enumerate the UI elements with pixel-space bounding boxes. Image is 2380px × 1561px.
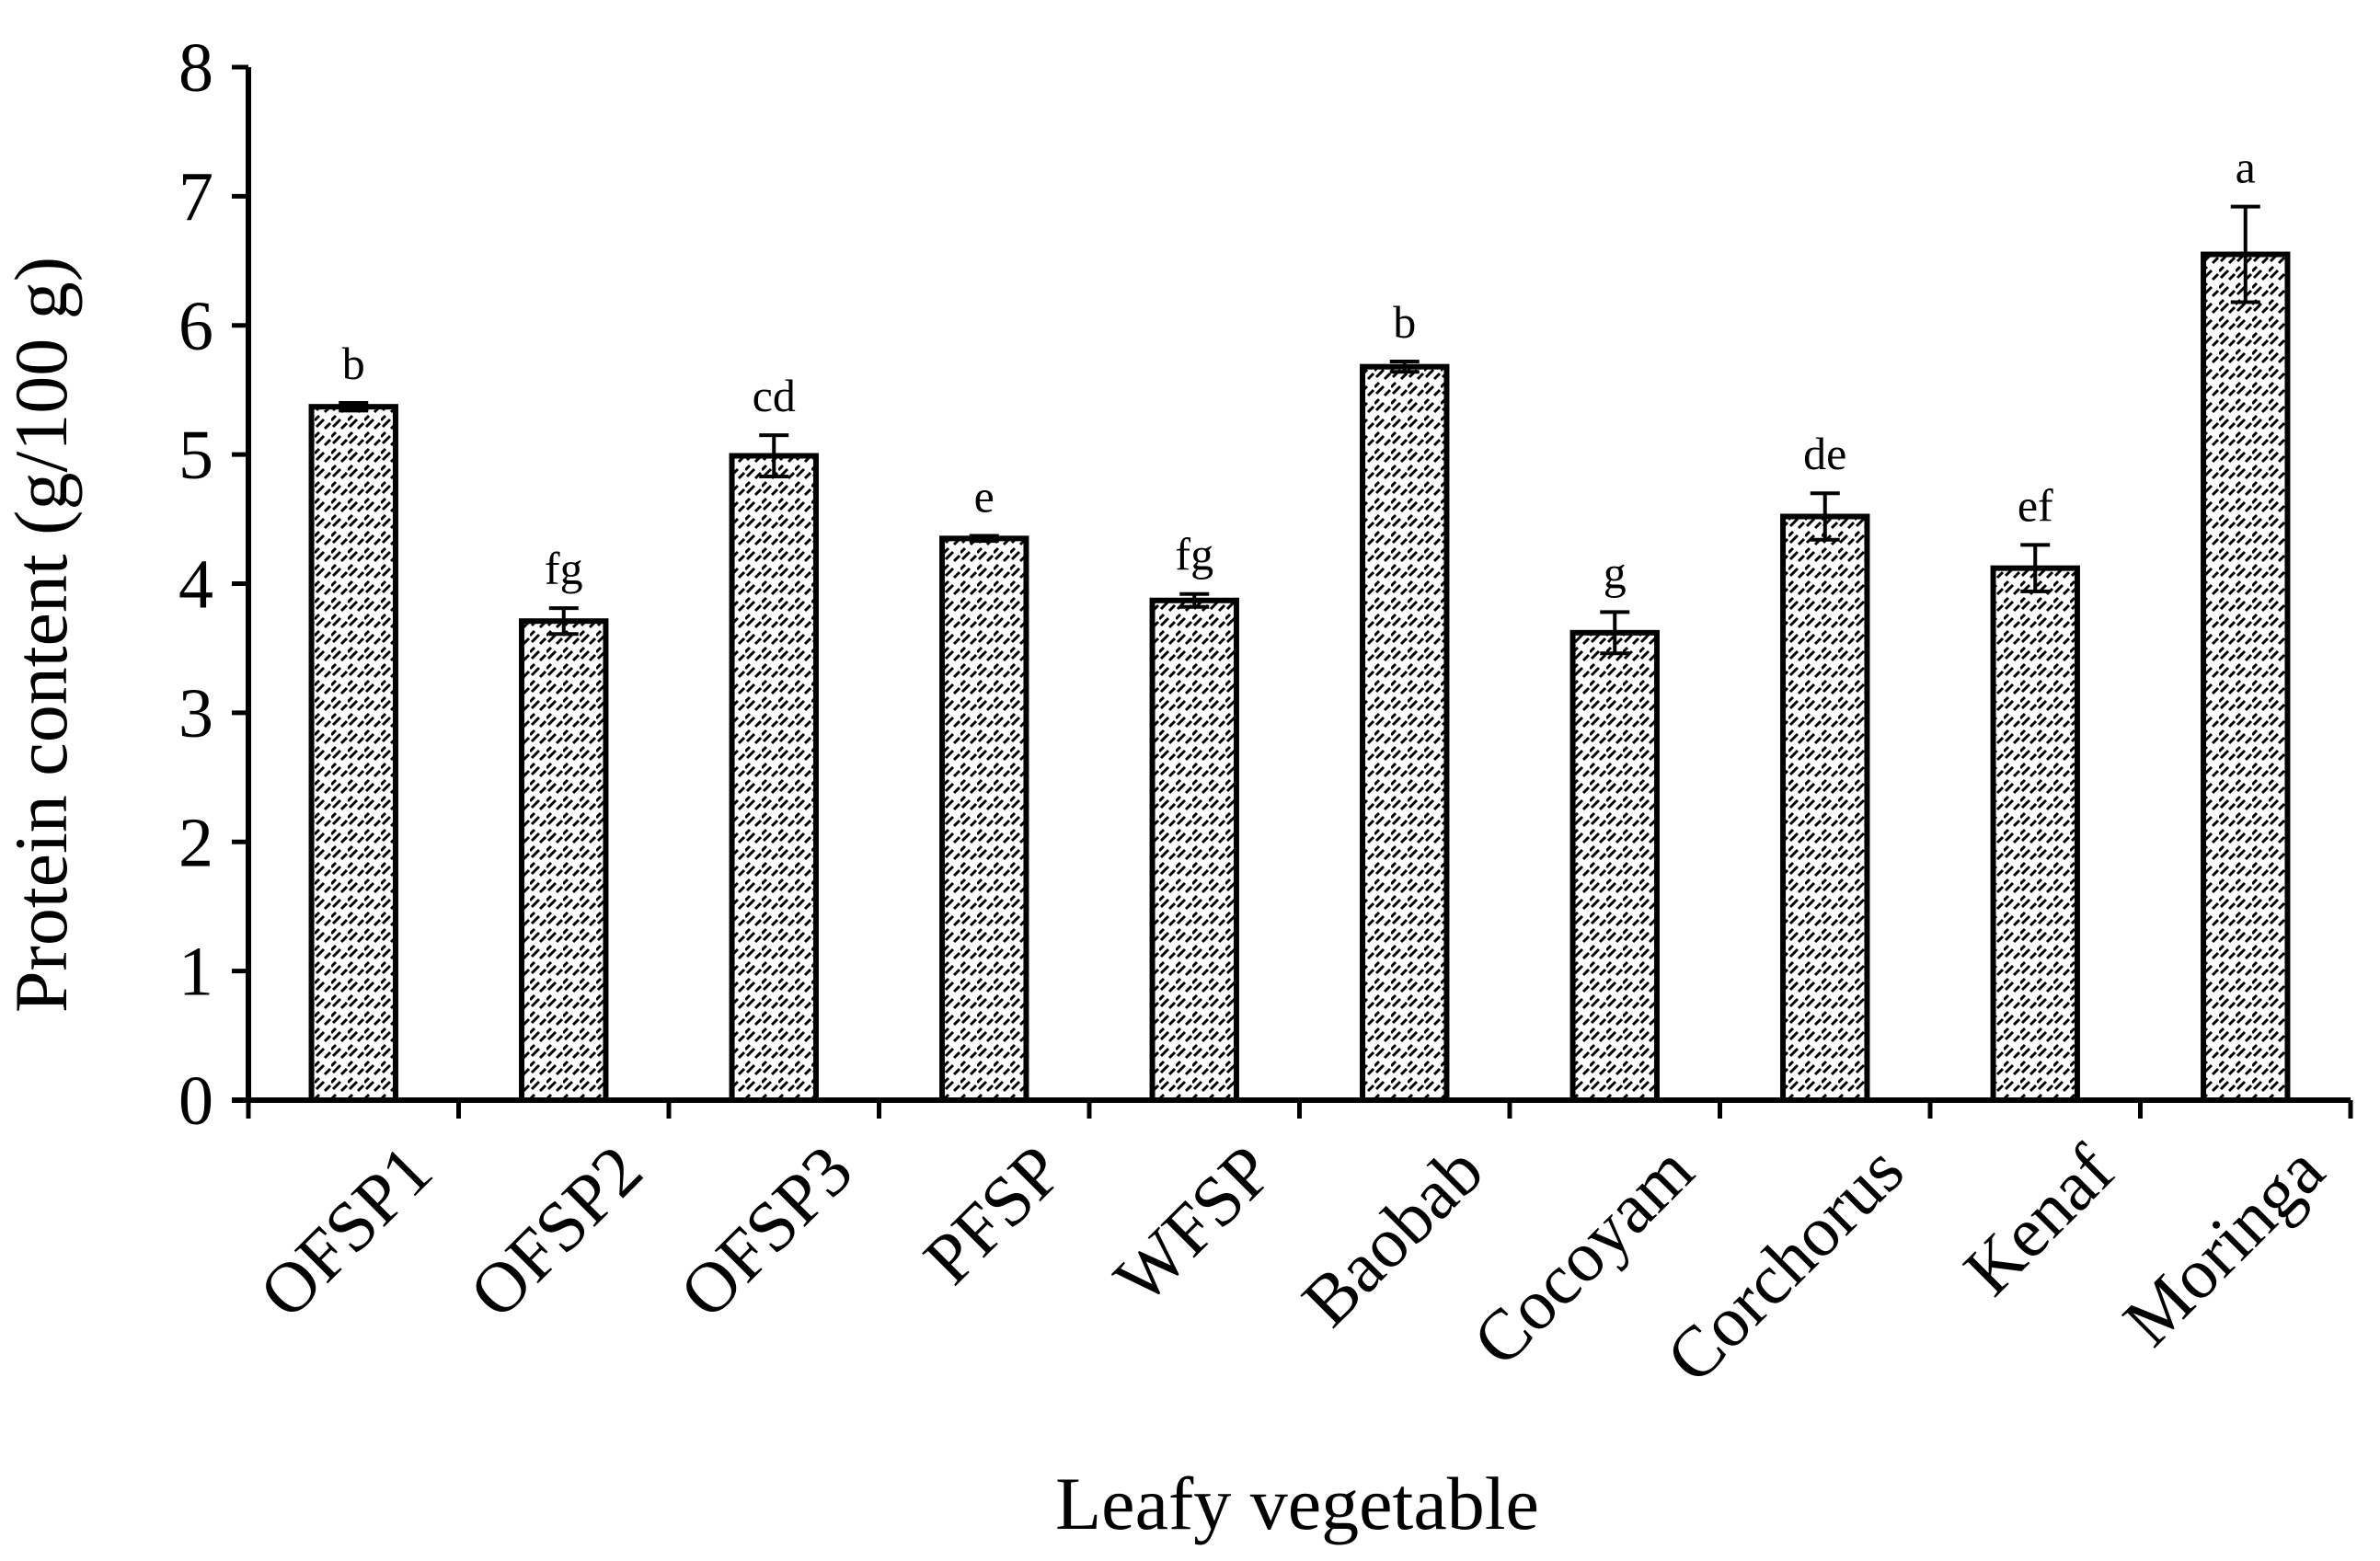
significance-label: a: [2236, 142, 2256, 193]
y-tick-label: 1: [178, 934, 213, 1011]
significance-label: ef: [2018, 479, 2053, 531]
x-tick-label: OFSP1: [244, 1130, 447, 1333]
significance-label: de: [1803, 428, 1846, 479]
x-tick-label: OFSP2: [454, 1130, 657, 1333]
bar-ofsp3: [729, 453, 819, 1103]
bar-ofsp2: [519, 618, 609, 1103]
y-tick-label: 2: [178, 804, 213, 881]
y-tick-label: 3: [178, 675, 213, 752]
bar-corchorus: [1780, 513, 1870, 1103]
bar-kenaf: [1990, 565, 2080, 1103]
significance-label: fg: [545, 543, 583, 594]
x-tick-label: WFSP: [1098, 1130, 1288, 1319]
x-tick-label: Kenaf: [1949, 1130, 2129, 1310]
y-ticks-layer: 0 1 2 3 4 5 6 7 8: [178, 29, 248, 1140]
y-axis-title: Protein content (g/100 g): [0, 257, 83, 1013]
x-ticks-layer: OFSP1 OFSP2 OFSP3 PFSP WFSPBaobabCocoyamCorc…: [244, 1100, 2353, 1397]
x-tick-label: Moringa: [2108, 1130, 2339, 1360]
bar-ofsp1: [308, 404, 398, 1103]
significance-label: e: [974, 471, 995, 522]
y-tick-label: 6: [178, 288, 213, 365]
bars-layer: b fg cd e fg b g de ef a: [308, 142, 2291, 1104]
significance-label: cd: [753, 370, 796, 421]
bar-moringa: [2201, 251, 2291, 1103]
x-axis-title: Leafy vegetable: [1055, 1462, 1539, 1545]
significance-label: b: [342, 338, 365, 389]
y-tick-label: 5: [178, 417, 213, 494]
y-tick-label: 0: [178, 1062, 213, 1140]
y-tick-label: 8: [178, 29, 213, 107]
y-tick-label: 4: [178, 546, 213, 624]
x-tick-label: OFSP3: [664, 1130, 868, 1333]
x-tick-label: Baobab: [1286, 1130, 1498, 1341]
bar-baobab: [1360, 363, 1450, 1104]
y-tick-label: 7: [178, 158, 213, 235]
significance-label: g: [1604, 546, 1627, 598]
x-tick-label: PFSP: [908, 1130, 1077, 1299]
bar-cocoyam: [1569, 629, 1660, 1104]
bar-pfsp: [939, 535, 1029, 1103]
significance-label: fg: [1175, 529, 1213, 580]
bar-wfsp: [1149, 597, 1239, 1103]
significance-label: b: [1393, 296, 1416, 348]
